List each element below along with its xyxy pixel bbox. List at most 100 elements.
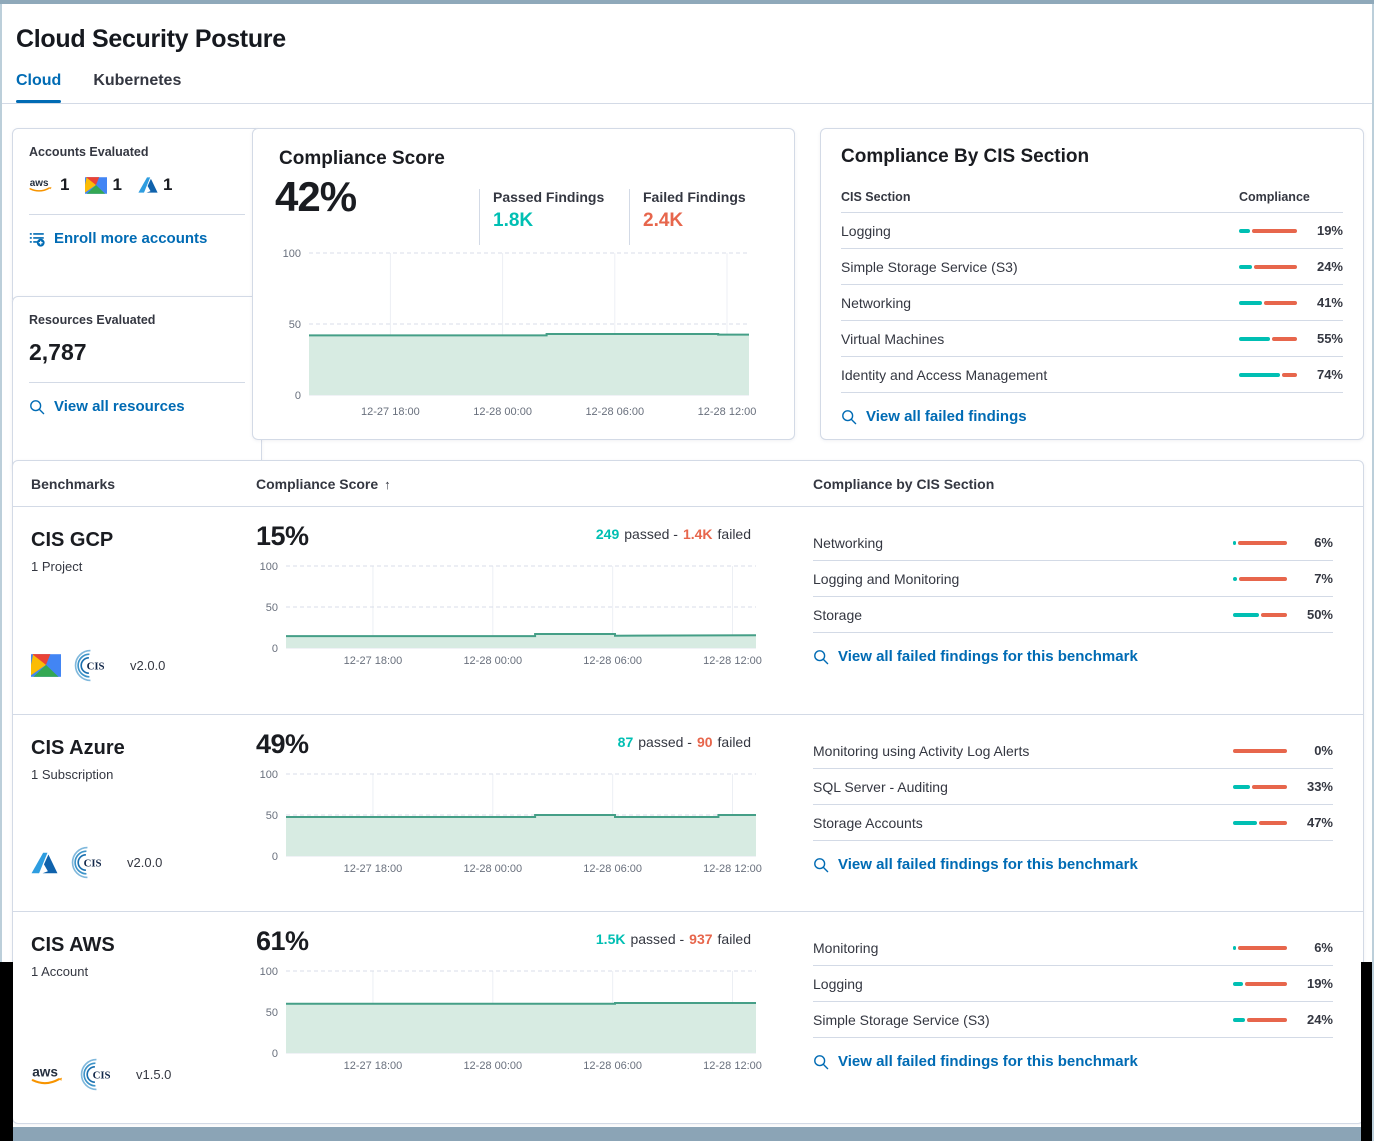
search-icon (813, 1054, 829, 1070)
failed-count: 937 (689, 931, 713, 947)
window-frame-top (0, 0, 1374, 4)
list-add-icon (29, 231, 45, 247)
svg-text:12-28 06:00: 12-28 06:00 (583, 1060, 642, 1072)
tab-kubernetes[interactable]: Kubernetes (93, 72, 182, 89)
benchmark-row-cis-azure: CIS Azure 1 Subscription v2.0.0 49% 87 p… (13, 714, 1363, 911)
benchmark-score: 49% (256, 729, 309, 759)
benchmark-name: CIS Azure (31, 737, 125, 759)
compliance-bar (1233, 820, 1287, 825)
compliance-bar (1239, 372, 1297, 377)
cis-section-card-title: Compliance By CIS Section (841, 146, 1090, 167)
compliance-bar (1233, 981, 1287, 986)
failed-count: 1.4K (682, 526, 713, 542)
svg-text:12-28 06:00: 12-28 06:00 (585, 406, 644, 418)
arrow-up-icon: ↑ (384, 476, 391, 492)
svg-text:12-28 00:00: 12-28 00:00 (473, 406, 532, 418)
passed-count: 249 (595, 526, 620, 542)
aws-logo-icon (31, 1064, 67, 1086)
col-benchmarks: Benchmarks (31, 475, 116, 492)
benchmarks-table-card: Benchmarks Compliance Score ↑ Compliance … (12, 460, 1364, 1124)
svg-text:12-28 00:00: 12-28 00:00 (463, 1060, 522, 1072)
compliance-by-cis-section-card: Compliance By CIS Section CIS Section Co… (820, 128, 1364, 440)
cis-section-row: Identity and Access Management 74% (841, 357, 1343, 393)
cis-section-row: Monitoring 6% (813, 930, 1333, 966)
cis-section-row: Networking 6% (813, 525, 1333, 561)
cis-section-row: Simple Storage Service (S3) 24% (841, 249, 1343, 285)
tab-bar-divider (2, 103, 1372, 104)
compliance-bar (1239, 264, 1297, 269)
passed-count: 87 (617, 734, 634, 750)
compliance-score-value: 42% (275, 173, 357, 220)
svg-text:100: 100 (260, 769, 278, 781)
cis-benchmark-logo-icon (80, 1056, 117, 1093)
passed-failed-summary: 1.5K passed - 937 failed (595, 931, 751, 947)
benchmark-row-cis-gcp: CIS GCP 1 Project v2.0.0 15% 249 passed … (13, 507, 1363, 714)
svg-text:12-28 00:00: 12-28 00:00 (463, 655, 522, 667)
svg-text:0: 0 (272, 643, 278, 655)
compliance-bar (1233, 1017, 1287, 1022)
page-title: Cloud Security Posture (16, 24, 286, 53)
passed-findings-block: Passed Findings 1.8K (479, 189, 604, 245)
view-failed-findings-benchmark-link[interactable]: View all failed findings for this benchm… (813, 648, 1138, 665)
view-failed-findings-benchmark-link[interactable]: View all failed findings for this benchm… (813, 1053, 1138, 1070)
svg-text:12-27 18:00: 12-27 18:00 (361, 406, 420, 418)
cis-section-row: Virtual Machines 55% (841, 321, 1343, 357)
cis-section-table: CIS Section Compliance Logging 19% Simpl… (841, 182, 1343, 393)
col-compliance-by-cis-section: Compliance by CIS Section (813, 475, 995, 492)
svg-text:12-27 18:00: 12-27 18:00 (344, 863, 403, 875)
cis-table-header: CIS Section Compliance (841, 182, 1343, 213)
svg-text:50: 50 (266, 810, 278, 822)
passed-failed-summary: 249 passed - 1.4K failed (595, 526, 751, 542)
compliance-bar (1233, 748, 1287, 753)
svg-text:100: 100 (260, 561, 278, 573)
svg-text:0: 0 (295, 390, 301, 402)
passed-findings-label: Passed Findings (493, 189, 605, 205)
svg-text:12-28 12:00: 12-28 12:00 (698, 406, 757, 418)
benchmark-logos: v2.0.0 (31, 647, 256, 684)
failed-count: 90 (696, 734, 713, 750)
letterbox-left (0, 962, 13, 1141)
compliance-bar (1233, 540, 1287, 545)
letterbox-right (1361, 962, 1372, 1141)
benchmark-trend-chart: 12-27 18:00 12-28 00:00 12-28 06:00 12-28 1… (256, 768, 766, 878)
benchmark-version: v1.5.0 (136, 1067, 172, 1082)
compliance-bar (1233, 784, 1287, 789)
svg-text:50: 50 (266, 1007, 278, 1019)
benchmark-score: 61% (256, 926, 309, 956)
benchmarks-table-header: Benchmarks Compliance Score ↑ Compliance … (13, 461, 1363, 507)
enroll-more-accounts-link[interactable]: Enroll more accounts (29, 230, 207, 247)
cis-section-row: Logging 19% (841, 213, 1343, 249)
tab-cloud[interactable]: Cloud (16, 72, 62, 103)
benchmark-version: v2.0.0 (127, 855, 163, 870)
tab-bar: Cloud Kubernetes (16, 72, 181, 103)
benchmark-subtitle: 1 Project (31, 559, 83, 574)
resources-count: 2,787 (29, 339, 87, 365)
window-frame-bottom (13, 1127, 1361, 1141)
accounts-evaluated-label: Accounts Evaluated (29, 145, 149, 159)
passed-count: 1.5K (595, 931, 626, 947)
cis-section-row: SQL Server - Auditing 33% (813, 769, 1333, 805)
svg-text:12-28 12:00: 12-28 12:00 (703, 863, 762, 875)
card-divider (29, 382, 245, 383)
svg-text:50: 50 (289, 319, 301, 331)
col-cis-section: CIS Section (841, 190, 911, 204)
view-failed-findings-benchmark-link[interactable]: View all failed findings for this benchm… (813, 856, 1138, 873)
svg-text:12-27 18:00: 12-27 18:00 (344, 655, 403, 667)
benchmark-version: v2.0.0 (130, 658, 166, 673)
gcp-logo-icon (85, 177, 107, 194)
col-compliance-score[interactable]: Compliance Score ↑ (256, 475, 391, 492)
svg-text:12-28 12:00: 12-28 12:00 (703, 1060, 762, 1072)
window-frame-right (1372, 4, 1374, 1141)
col-compliance: Compliance (1239, 190, 1310, 204)
benchmark-score: 15% (256, 521, 309, 551)
view-all-failed-findings-link[interactable]: View all failed findings (841, 408, 1027, 425)
failed-findings-value: 2.4K (643, 210, 684, 231)
view-all-resources-link[interactable]: View all resources (29, 398, 185, 415)
benchmark-name: CIS GCP (31, 529, 114, 551)
cis-section-row: Simple Storage Service (S3) 24% (813, 1002, 1333, 1038)
compliance-bar (1233, 612, 1287, 617)
compliance-bar (1233, 945, 1287, 950)
cis-benchmark-logo-icon (71, 844, 108, 881)
accounts-evaluated-card: Accounts Evaluated 1 1 1 Enroll more acc… (12, 128, 262, 304)
cis-section-row: Storage Accounts 47% (813, 805, 1333, 841)
